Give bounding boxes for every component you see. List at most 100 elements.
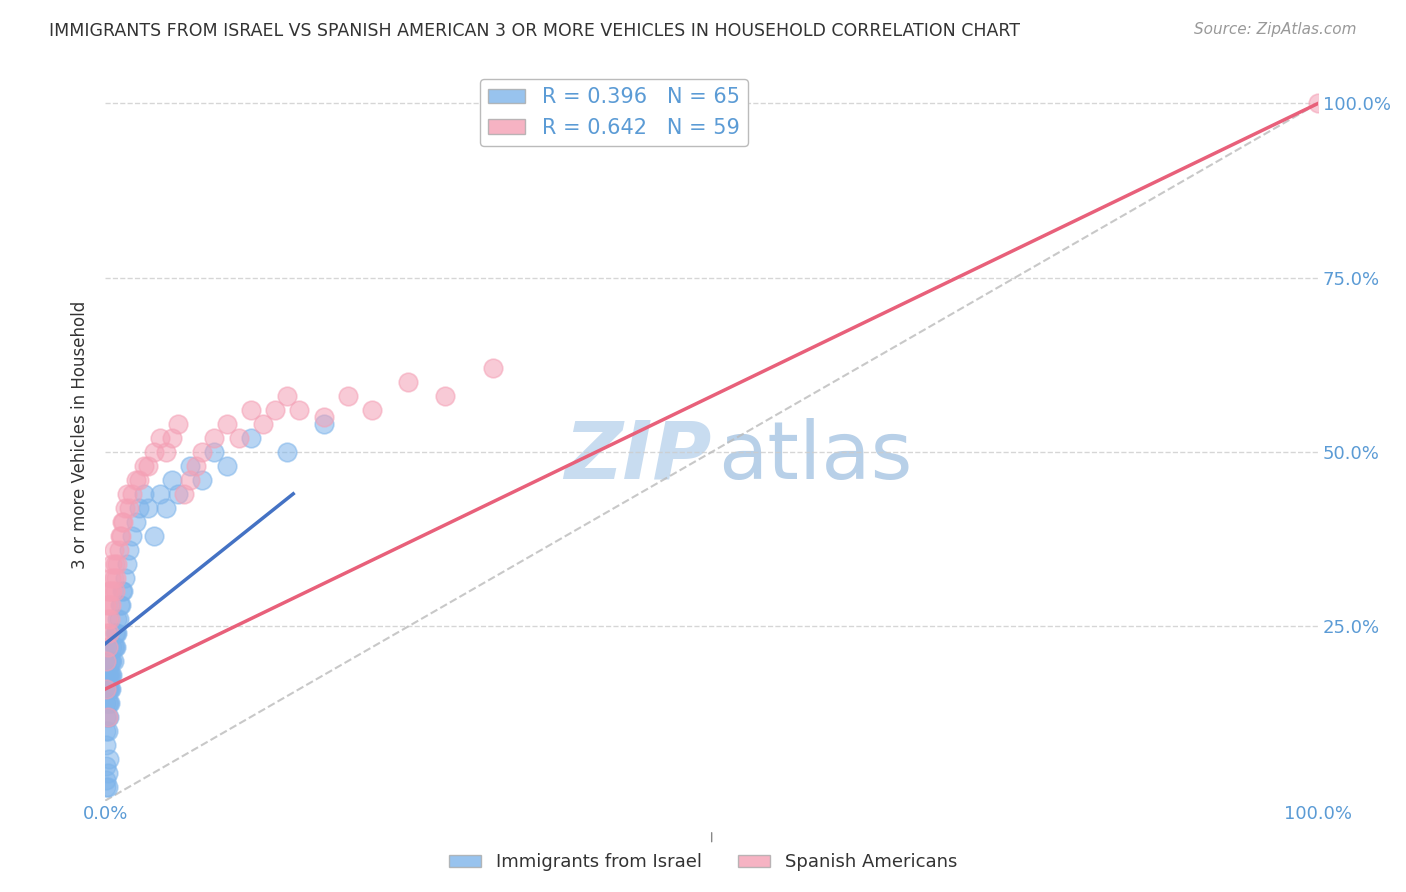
Point <box>98 654 121 668</box>
Point <box>97 710 120 724</box>
Y-axis label: 3 or more Vehicles in Household: 3 or more Vehicles in Household <box>72 301 89 569</box>
Point <box>97 612 120 626</box>
Point <box>96 681 118 696</box>
Point <box>105 612 128 626</box>
Point <box>128 473 150 487</box>
Point <box>97 599 120 613</box>
Point <box>398 376 420 390</box>
Point <box>136 458 159 473</box>
Point <box>97 696 120 710</box>
Point <box>105 557 128 571</box>
Point <box>124 515 146 529</box>
Point <box>97 654 120 668</box>
Point <box>312 417 335 431</box>
Point <box>105 570 128 584</box>
Point <box>105 626 128 640</box>
Point <box>97 710 120 724</box>
Point <box>191 445 214 459</box>
Point <box>121 487 143 501</box>
Point <box>336 389 359 403</box>
Point <box>160 473 183 487</box>
Text: ZIP: ZIP <box>564 417 711 496</box>
Point <box>179 473 201 487</box>
Point <box>96 758 118 772</box>
Point <box>104 626 127 640</box>
Point <box>97 668 120 682</box>
Point <box>96 696 118 710</box>
Point <box>215 417 238 431</box>
Point <box>239 431 262 445</box>
Point <box>96 626 118 640</box>
Point <box>97 681 120 696</box>
Point <box>202 445 225 459</box>
Point <box>239 403 262 417</box>
Point <box>136 500 159 515</box>
Point <box>276 389 298 403</box>
Point <box>167 487 190 501</box>
Point <box>97 723 120 738</box>
Point <box>97 765 120 780</box>
Point <box>124 473 146 487</box>
Point <box>103 654 125 668</box>
Point <box>97 681 120 696</box>
Point <box>1308 96 1330 111</box>
Point <box>179 458 201 473</box>
Point <box>191 473 214 487</box>
Point <box>128 500 150 515</box>
Point <box>142 529 165 543</box>
Point <box>98 668 121 682</box>
Point <box>98 584 121 599</box>
Point <box>110 599 132 613</box>
Point <box>186 458 208 473</box>
Point <box>142 445 165 459</box>
Point <box>202 431 225 445</box>
Point <box>104 557 127 571</box>
Point <box>103 640 125 655</box>
Point <box>96 668 118 682</box>
Point <box>96 599 118 613</box>
Point <box>101 668 124 682</box>
Point <box>97 780 120 794</box>
Point <box>361 403 384 417</box>
Point <box>115 557 138 571</box>
Point <box>96 723 118 738</box>
Point <box>103 542 125 557</box>
Text: Source: ZipAtlas.com: Source: ZipAtlas.com <box>1194 22 1357 37</box>
Point <box>100 668 122 682</box>
Point <box>155 445 177 459</box>
Text: IMMIGRANTS FROM ISRAEL VS SPANISH AMERICAN 3 OR MORE VEHICLES IN HOUSEHOLD CORRE: IMMIGRANTS FROM ISRAEL VS SPANISH AMERIC… <box>49 22 1021 40</box>
Text: atlas: atlas <box>717 417 912 496</box>
Point <box>98 612 121 626</box>
Point <box>118 500 141 515</box>
Legend: R = 0.396   N = 65, R = 0.642   N = 59: R = 0.396 N = 65, R = 0.642 N = 59 <box>479 78 748 146</box>
Point <box>97 696 120 710</box>
Point <box>98 681 121 696</box>
Point <box>252 417 274 431</box>
Point <box>101 557 124 571</box>
Point <box>96 738 118 752</box>
Point <box>132 487 155 501</box>
Point <box>155 500 177 515</box>
Point <box>101 654 124 668</box>
Point <box>104 584 127 599</box>
Point <box>160 431 183 445</box>
Point <box>105 626 128 640</box>
Point <box>114 570 136 584</box>
Point <box>97 752 120 766</box>
Point <box>107 542 129 557</box>
Point <box>215 458 238 473</box>
Point <box>96 780 118 794</box>
Point <box>96 710 118 724</box>
Point <box>132 458 155 473</box>
Point <box>101 584 124 599</box>
Point <box>97 668 120 682</box>
Point <box>96 654 118 668</box>
Point <box>108 599 131 613</box>
Point <box>100 570 122 584</box>
Point <box>149 487 172 501</box>
Legend: Immigrants from Israel, Spanish Americans: Immigrants from Israel, Spanish American… <box>441 847 965 879</box>
Point <box>118 542 141 557</box>
Point <box>433 389 456 403</box>
Point <box>173 487 195 501</box>
Point <box>121 529 143 543</box>
